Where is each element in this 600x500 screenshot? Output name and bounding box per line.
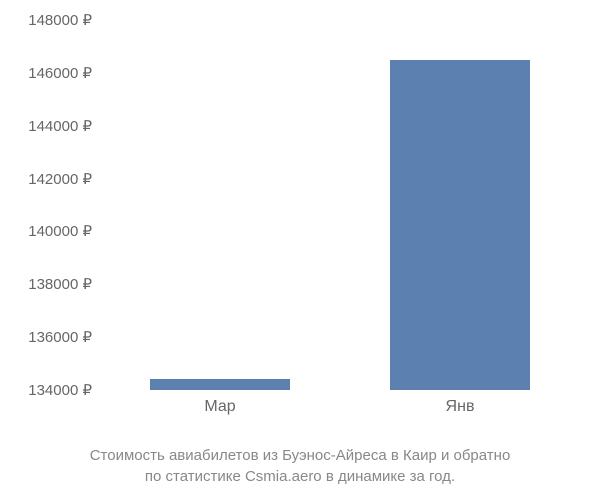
plot-area	[100, 20, 580, 390]
y-axis: 148000 ₽ 146000 ₽ 144000 ₽ 142000 ₽ 140000 ₽…	[0, 0, 100, 390]
caption-line-2: по статистике Csmia.aero в динамике за г…	[0, 466, 600, 487]
x-axis: Мар Янв	[100, 398, 580, 428]
bar	[390, 60, 529, 390]
y-tick-label: 140000 ₽	[28, 222, 92, 240]
y-tick-label: 146000 ₽	[28, 64, 92, 82]
y-tick-label: 138000 ₽	[28, 275, 92, 293]
x-tick-label: Мар	[204, 398, 235, 416]
y-tick-label: 148000 ₽	[28, 11, 92, 29]
y-tick-label: 136000 ₽	[28, 328, 92, 346]
y-tick-label: 144000 ₽	[28, 117, 92, 135]
caption-line-1: Стоимость авиабилетов из Буэнос-Айреса в…	[0, 445, 600, 466]
y-tick-label: 142000 ₽	[28, 170, 92, 188]
x-tick-label: Янв	[446, 398, 475, 416]
bar	[150, 379, 289, 390]
y-tick-label: 134000 ₽	[28, 381, 92, 399]
chart-container: 148000 ₽ 146000 ₽ 144000 ₽ 142000 ₽ 140000 ₽…	[0, 0, 600, 440]
chart-caption: Стоимость авиабилетов из Буэнос-Айреса в…	[0, 445, 600, 487]
